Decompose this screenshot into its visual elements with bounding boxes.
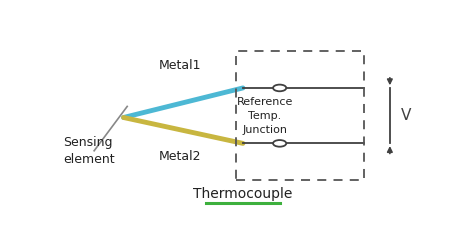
Bar <box>236 51 364 180</box>
Text: V: V <box>401 108 411 123</box>
Text: Metal1: Metal1 <box>158 59 201 72</box>
Circle shape <box>273 140 286 147</box>
Text: Metal2: Metal2 <box>158 150 201 163</box>
Text: Thermocouple: Thermocouple <box>193 187 292 201</box>
Text: Reference
Temp.
Junction: Reference Temp. Junction <box>237 97 293 135</box>
Text: Sensing
element: Sensing element <box>63 136 115 166</box>
Circle shape <box>273 85 286 91</box>
